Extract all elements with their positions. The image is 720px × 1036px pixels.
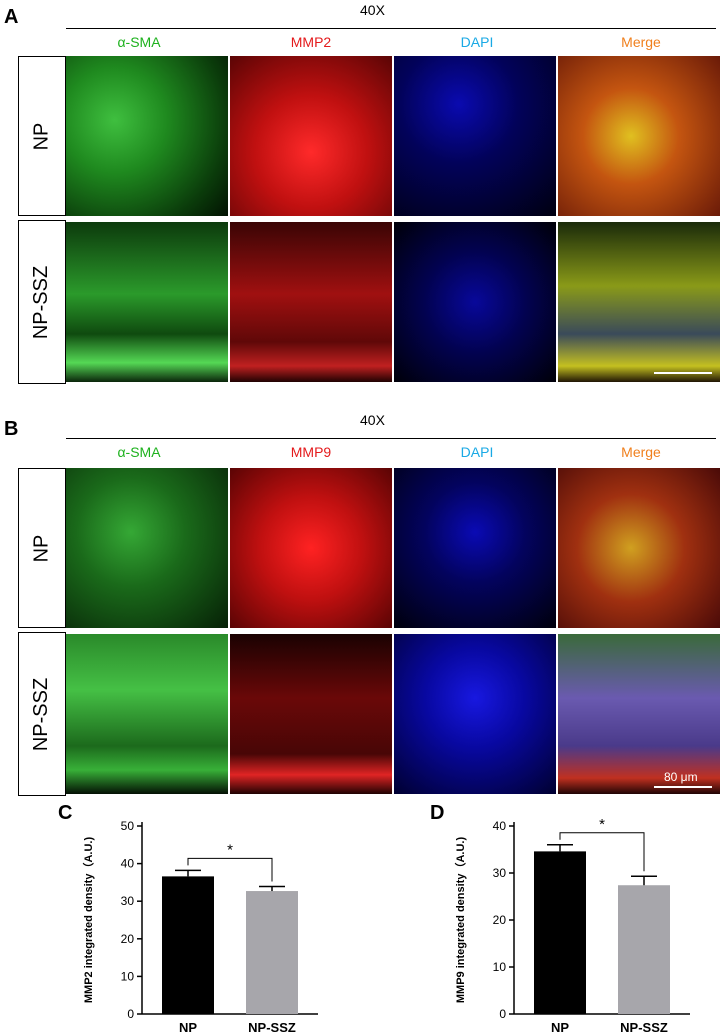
chart-c-y-tick-label: 50 [121, 819, 135, 833]
channel-label-a-dapi: DAPI [460, 34, 494, 50]
channel-label-b-merge: Merge [621, 444, 661, 460]
chart-d-y-tick-label: 20 [493, 913, 507, 927]
scale-bar-label: 80 μm [664, 770, 698, 784]
micrograph-a-npssz-merge [558, 222, 720, 382]
bar-chart-mmp9: MMP9 integrated density（A.U.) 0 10 20 30 40 NP… [454, 816, 690, 1035]
chart-c-y-tick-label: 30 [121, 894, 135, 908]
row-label-b-np: NP [18, 468, 66, 628]
chart-d-y-tick-label: 0 [499, 1007, 506, 1021]
chart-c-y-tick-label: 20 [121, 932, 135, 946]
chart-c-y-tick-label: 40 [121, 857, 135, 871]
channel-label-a-sma: α-SMA [117, 34, 161, 50]
chart-d-y-tick-label: 10 [493, 960, 507, 974]
row-label-a-np-ssz: NP-SSZ [18, 220, 66, 384]
chart-d-y-tick-label: 30 [493, 866, 507, 880]
channel-label-b-dapi: DAPI [460, 444, 494, 460]
row-label-a-np: NP [18, 56, 66, 216]
magnification-rule-b [66, 438, 716, 439]
chart-c-y-axis-label: MMP2 integrated density（A.U.) [82, 837, 95, 1004]
row-label-b-np-ssz: NP-SSZ [18, 632, 66, 796]
micrograph-b-np-merge [558, 468, 720, 628]
chart-c-y-tick-label: 10 [121, 969, 135, 983]
row-label-text: NP [30, 122, 53, 150]
chart-d-significance-bracket [559, 832, 645, 872]
micrograph-b-npssz-dapi [394, 634, 556, 794]
channel-label-a-merge: Merge [621, 34, 661, 50]
chart-c-x-tick-label: NP-SSZ [248, 1020, 296, 1035]
channel-label-b-mmp9: MMP9 [290, 444, 332, 460]
chart-c-y-tick-label: 0 [127, 1007, 134, 1021]
micrograph-b-npssz-merge [558, 634, 720, 794]
micrograph-a-npssz-sma [66, 222, 228, 382]
panel-letter-a: A [4, 6, 19, 28]
panel-letter-b: B [4, 418, 19, 440]
micrograph-b-npssz-sma [66, 634, 228, 794]
channel-label-b-sma: α-SMA [117, 444, 161, 460]
chart-d-x-tick-label: NP [551, 1020, 569, 1035]
micrograph-a-np-merge [558, 56, 720, 216]
row-label-text: NP [30, 534, 53, 562]
magnification-label-b: 40X [360, 412, 385, 428]
bar-chart-mmp2: MMP2 integrated density（A.U.) 0 10 20 30 40 50… [82, 819, 318, 1035]
micrograph-b-np-sma [66, 468, 228, 628]
chart-d-x-tick-label: NP-SSZ [620, 1020, 668, 1035]
micrograph-b-np-mmp9 [230, 468, 392, 628]
micrograph-a-np-sma [66, 56, 228, 216]
micrograph-a-np-dapi [394, 56, 556, 216]
chart-d-y-tick-label: 40 [493, 819, 507, 833]
panel-letter-d: D [430, 802, 445, 824]
chart-d-y-axis-label: MMP9 integrated density（A.U.) [454, 837, 467, 1004]
chart-c-significance-bracket [187, 857, 273, 882]
scale-bar-b [654, 786, 712, 788]
row-label-text: NP-SSZ [30, 677, 53, 751]
micrograph-a-npssz-dapi [394, 222, 556, 382]
micrograph-b-npssz-mmp9 [230, 634, 392, 794]
row-label-text: NP-SSZ [30, 265, 53, 339]
channel-label-a-mmp2: MMP2 [290, 34, 332, 50]
chart-d-bar-np [534, 851, 586, 1014]
chart-c-bar-np [162, 876, 214, 1014]
chart-d-significance-marker: * [599, 816, 605, 833]
magnification-label-a: 40X [360, 2, 385, 18]
micrograph-a-npssz-mmp2 [230, 222, 392, 382]
scale-bar-a [654, 372, 712, 374]
chart-c-x-tick-label: NP [179, 1020, 197, 1035]
chart-c-bar-np-ssz [246, 891, 298, 1014]
panel-letter-c: C [58, 802, 73, 824]
micrograph-b-np-dapi [394, 468, 556, 628]
micrograph-a-np-mmp2 [230, 56, 392, 216]
magnification-rule-a [66, 28, 716, 29]
chart-c-significance-marker: * [227, 841, 233, 858]
chart-d-bar-np-ssz [618, 885, 670, 1014]
